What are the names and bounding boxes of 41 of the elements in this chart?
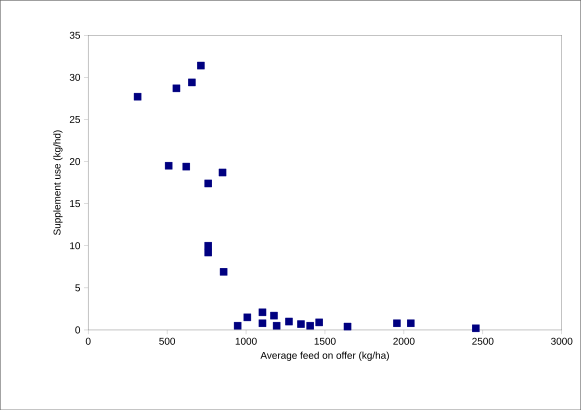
point [344, 322, 352, 330]
y-tick-label: 25 [70, 116, 80, 123]
x-tick-label: 500 [159, 338, 176, 345]
point [297, 320, 305, 328]
point [258, 319, 266, 327]
point [204, 248, 212, 256]
point [172, 84, 180, 92]
point [244, 313, 252, 322]
x-tick-label: 2500 [472, 338, 494, 345]
point [134, 92, 142, 100]
y-tick-label: 15 [70, 200, 80, 208]
point [234, 322, 242, 330]
point [407, 319, 415, 327]
x-tick-label: 1000 [236, 338, 257, 345]
y-tick-label: 20 [70, 158, 80, 165]
point [472, 324, 480, 332]
point [204, 180, 212, 188]
point [197, 62, 205, 70]
y-tick-label: 0 [75, 326, 80, 334]
point [270, 312, 278, 320]
point [258, 308, 266, 316]
point [218, 168, 226, 176]
point [393, 319, 401, 327]
y-tick-label: 5 [75, 284, 80, 292]
x-tick-label: 1500 [314, 338, 336, 345]
point [182, 162, 190, 170]
x-tick-label: 2000 [393, 338, 415, 345]
point [315, 318, 323, 326]
y-tick-label: 35 [70, 32, 80, 39]
point [188, 78, 196, 86]
y-tick-label: 10 [70, 242, 80, 250]
point [272, 322, 280, 330]
x-tick-label: 3000 [551, 338, 572, 345]
point [306, 322, 314, 330]
y-tick-label: 30 [70, 74, 80, 81]
y-axis-title: Supplement use (kg/hd) [53, 130, 63, 235]
x-axis-title: Average feed on offer (kg/ha) [260, 352, 389, 361]
x-tick-label: 0 [86, 338, 91, 345]
point [164, 162, 172, 170]
point [285, 318, 293, 326]
point [220, 268, 228, 276]
